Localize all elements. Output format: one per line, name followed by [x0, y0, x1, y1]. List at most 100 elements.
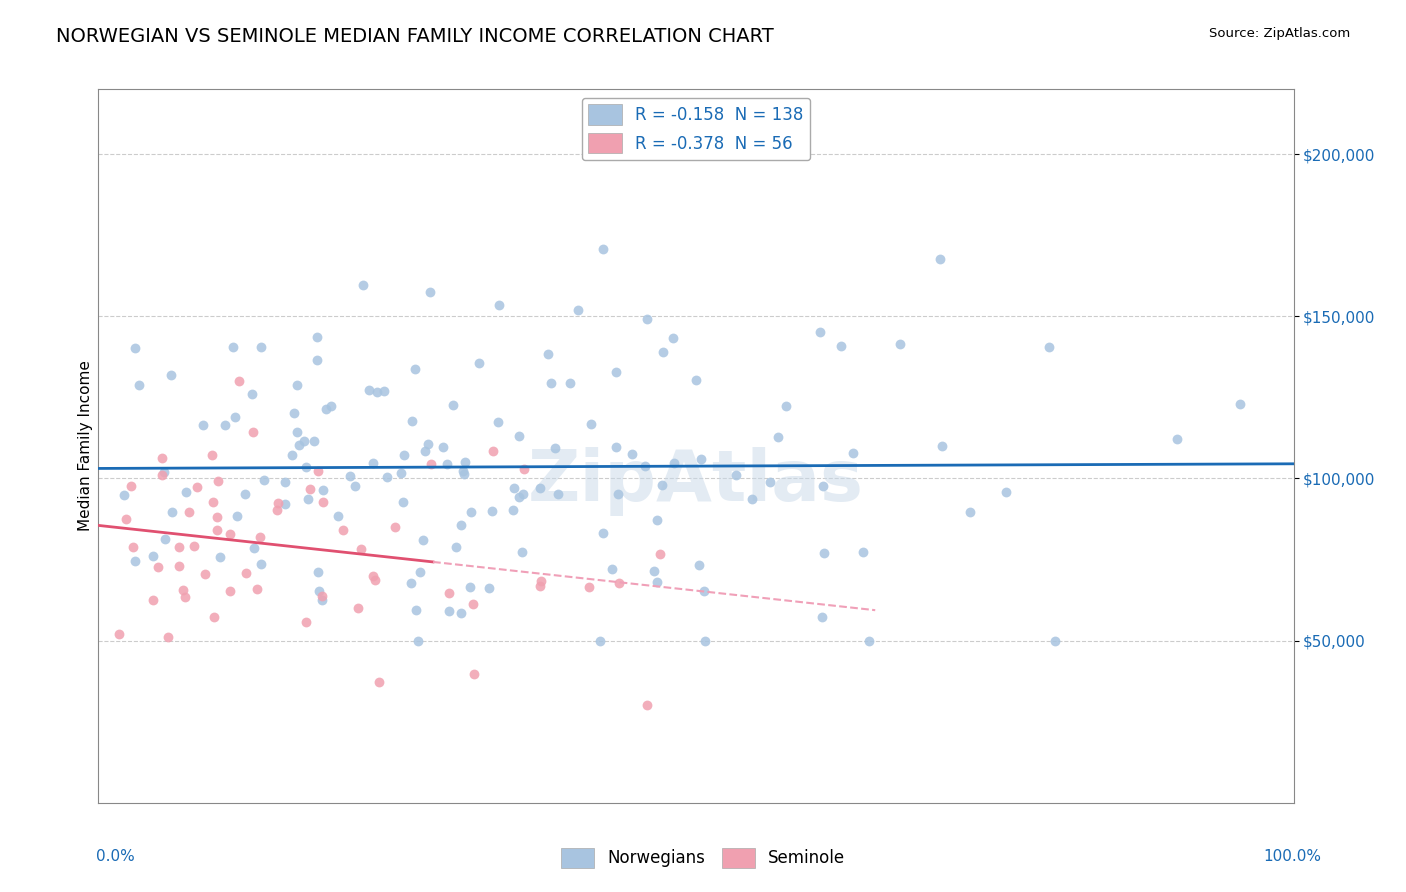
Point — [183, 539, 205, 553]
Point — [209, 550, 232, 565]
Point — [852, 545, 875, 559]
Point — [1038, 340, 1060, 354]
Point — [419, 457, 441, 471]
Point — [373, 384, 395, 399]
Point — [218, 584, 240, 599]
Point — [207, 474, 229, 488]
Point — [305, 353, 328, 368]
Point — [741, 492, 763, 507]
Point — [124, 341, 146, 355]
Point — [842, 446, 865, 460]
Point — [339, 469, 361, 483]
Point — [634, 459, 657, 474]
Point — [186, 480, 208, 494]
Point — [830, 339, 852, 353]
Point — [242, 541, 264, 556]
Point — [643, 564, 665, 578]
Point — [1229, 397, 1251, 411]
Point — [392, 495, 415, 509]
Point — [364, 573, 387, 587]
Point — [607, 576, 630, 591]
Point — [150, 468, 173, 483]
Point — [160, 505, 183, 519]
Point — [201, 449, 224, 463]
Point — [288, 437, 311, 451]
Point — [413, 444, 436, 458]
Point — [468, 356, 491, 370]
Point — [560, 376, 582, 390]
Legend: Norwegians, Seminole: Norwegians, Seminole — [554, 841, 852, 875]
Point — [995, 484, 1018, 499]
Point — [399, 576, 422, 591]
Point — [662, 331, 685, 345]
Point — [808, 326, 831, 340]
Point — [204, 610, 226, 624]
Point — [226, 508, 249, 523]
Point — [508, 490, 530, 504]
Point — [124, 554, 146, 568]
Point — [811, 478, 834, 492]
Point — [688, 558, 710, 573]
Point — [179, 505, 201, 519]
Point — [394, 448, 416, 462]
Point — [695, 633, 717, 648]
Point — [153, 466, 176, 480]
Point — [112, 488, 135, 502]
Point — [120, 479, 142, 493]
Point — [142, 592, 165, 607]
Point — [142, 549, 165, 563]
Point — [308, 583, 330, 598]
Point — [664, 456, 686, 470]
Point — [295, 459, 318, 474]
Point — [461, 598, 484, 612]
Point — [512, 461, 534, 475]
Point — [453, 467, 475, 482]
Point — [450, 518, 472, 533]
Point — [405, 603, 427, 617]
Point — [321, 399, 343, 413]
Point — [281, 448, 304, 462]
Point — [150, 451, 173, 466]
Point — [811, 610, 834, 624]
Point — [650, 548, 672, 562]
Point — [406, 633, 429, 648]
Point — [294, 615, 316, 629]
Point — [502, 503, 524, 517]
Y-axis label: Median Family Income: Median Family Income — [77, 360, 93, 532]
Point — [401, 414, 423, 428]
Point — [302, 434, 325, 448]
Point — [647, 574, 669, 589]
Text: ZipAtlas: ZipAtlas — [529, 447, 863, 516]
Point — [128, 377, 150, 392]
Point — [311, 592, 333, 607]
Point — [652, 344, 675, 359]
Point — [651, 478, 673, 492]
Point — [235, 566, 257, 581]
Point — [222, 340, 245, 354]
Text: 100.0%: 100.0% — [1264, 849, 1322, 863]
Point — [250, 557, 273, 571]
Point — [235, 486, 257, 500]
Point — [766, 430, 789, 444]
Point — [366, 385, 388, 400]
Point — [592, 525, 614, 540]
Point — [266, 502, 288, 516]
Point — [605, 440, 627, 454]
Point — [307, 565, 329, 579]
Point — [363, 569, 385, 583]
Point — [267, 496, 290, 510]
Point — [274, 475, 297, 490]
Point — [173, 590, 195, 604]
Point — [332, 523, 354, 537]
Point — [1166, 433, 1188, 447]
Point — [299, 482, 322, 496]
Point — [315, 402, 337, 417]
Point — [240, 387, 263, 401]
Text: NORWEGIAN VS SEMINOLE MEDIAN FAMILY INCOME CORRELATION CHART: NORWEGIAN VS SEMINOLE MEDIAN FAMILY INCO… — [56, 27, 773, 45]
Point — [482, 444, 505, 458]
Point — [412, 533, 434, 548]
Point — [375, 470, 398, 484]
Point — [758, 475, 780, 489]
Point — [297, 492, 319, 507]
Point — [201, 494, 224, 508]
